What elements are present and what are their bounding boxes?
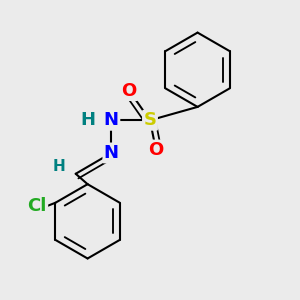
Text: H: H xyxy=(80,111,95,129)
Text: S: S xyxy=(143,111,157,129)
Text: N: N xyxy=(104,144,119,162)
Text: Cl: Cl xyxy=(27,197,47,215)
Text: O: O xyxy=(148,141,164,159)
Text: H: H xyxy=(53,159,66,174)
Text: N: N xyxy=(104,111,119,129)
Text: O: O xyxy=(122,82,137,100)
